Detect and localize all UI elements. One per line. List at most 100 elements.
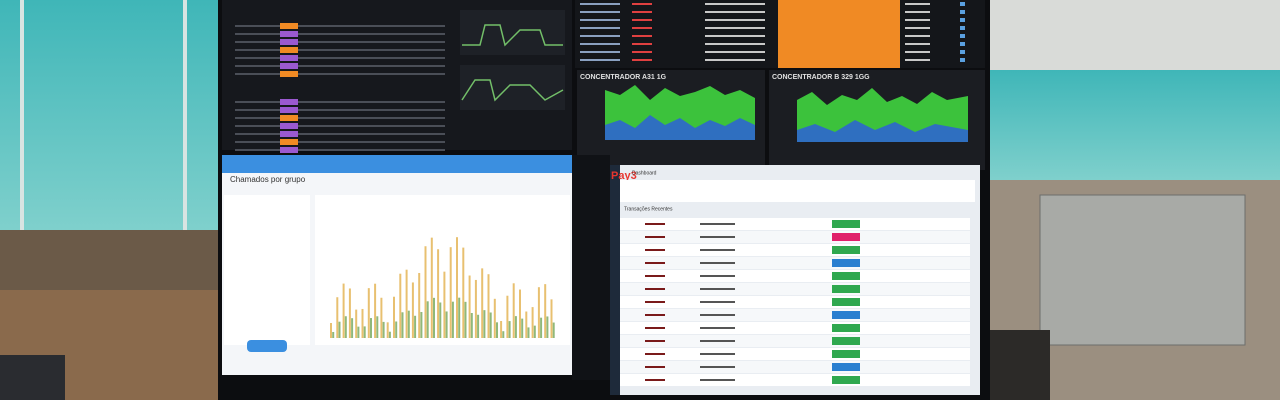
status-chip [280, 147, 298, 153]
status-badge [832, 246, 860, 254]
ac-unit [1039, 194, 1246, 346]
bar [351, 318, 354, 338]
app-header [222, 155, 572, 173]
row-line [235, 73, 445, 75]
status-chip [280, 115, 298, 121]
panel-title: CONCENTRADOR B 329 1GG [772, 74, 870, 81]
bar [470, 313, 473, 338]
row-text [905, 59, 930, 61]
row-text [645, 353, 665, 355]
status-text [632, 35, 652, 37]
bar [477, 314, 480, 338]
bar [363, 326, 366, 338]
icon [960, 42, 965, 46]
apply-button[interactable] [247, 340, 287, 352]
bar [348, 288, 351, 338]
row-text [580, 27, 620, 29]
bar [445, 311, 448, 338]
area-blue [797, 120, 968, 142]
bar [330, 323, 332, 338]
icon [960, 50, 965, 54]
row-text [905, 35, 930, 37]
row-line [235, 41, 445, 43]
bar [433, 297, 435, 338]
row-text [580, 11, 620, 13]
bar [481, 268, 484, 338]
status-chip [280, 55, 298, 61]
bar [496, 322, 498, 338]
status-badge [832, 324, 860, 332]
bar [451, 301, 454, 338]
section-title: Transações Recentes [624, 206, 673, 212]
row-text [700, 340, 735, 342]
area-blue [605, 115, 755, 140]
bar [437, 249, 440, 338]
screen-title: Chamados por grupo [230, 175, 306, 184]
row-line [235, 141, 445, 143]
bar [531, 307, 534, 338]
bar [483, 310, 486, 338]
table-row [620, 244, 970, 256]
row-text [645, 366, 665, 368]
status-chip [280, 99, 298, 105]
chart-area [315, 195, 570, 345]
status-text [632, 3, 652, 5]
bar [342, 283, 345, 338]
row-text [700, 314, 735, 316]
side-strip [572, 155, 610, 380]
row-line [235, 149, 445, 151]
row-line [235, 49, 445, 51]
bar [411, 282, 414, 338]
bar [527, 327, 530, 338]
table-row [620, 335, 970, 347]
status-badge [832, 285, 860, 293]
row-text [905, 19, 930, 21]
table-row [620, 322, 970, 334]
status-badge [832, 272, 860, 280]
row-text [700, 275, 735, 277]
status-chip [280, 23, 298, 29]
bar [443, 271, 446, 338]
monitor-edge [0, 355, 65, 400]
bar [506, 295, 509, 338]
row-text [905, 51, 930, 53]
mini-panel [460, 10, 565, 55]
bar [540, 317, 543, 338]
table-row [620, 257, 970, 269]
row-text [645, 275, 665, 277]
bar [367, 288, 370, 338]
table-row [620, 270, 970, 282]
row-text [580, 19, 620, 21]
bar [338, 321, 341, 338]
row-text [705, 43, 765, 45]
status-chip [280, 71, 298, 77]
transactions-table [620, 218, 970, 386]
bar [386, 322, 389, 338]
status-badge [832, 376, 860, 384]
bar [514, 316, 517, 338]
bar [426, 301, 429, 338]
panel-title: CONCENTRADOR A31 1G [580, 74, 667, 81]
incident-table [580, 2, 965, 62]
row-text [645, 301, 665, 303]
bar [474, 279, 477, 338]
row-text [645, 262, 665, 264]
status-chip [280, 39, 298, 45]
row-text [705, 35, 765, 37]
row-text [580, 35, 620, 37]
row-text [580, 51, 620, 53]
bar [336, 297, 339, 338]
bar [462, 247, 465, 338]
icon [960, 10, 965, 14]
status-text [632, 43, 652, 45]
table-row [620, 348, 970, 360]
icon [960, 34, 965, 38]
mini-line [461, 79, 564, 102]
status-text [632, 11, 652, 13]
table-row [620, 374, 970, 386]
row-text [700, 327, 735, 329]
row-line [235, 133, 445, 135]
row-text [700, 223, 735, 225]
row-text [705, 3, 765, 5]
bar [456, 237, 458, 338]
